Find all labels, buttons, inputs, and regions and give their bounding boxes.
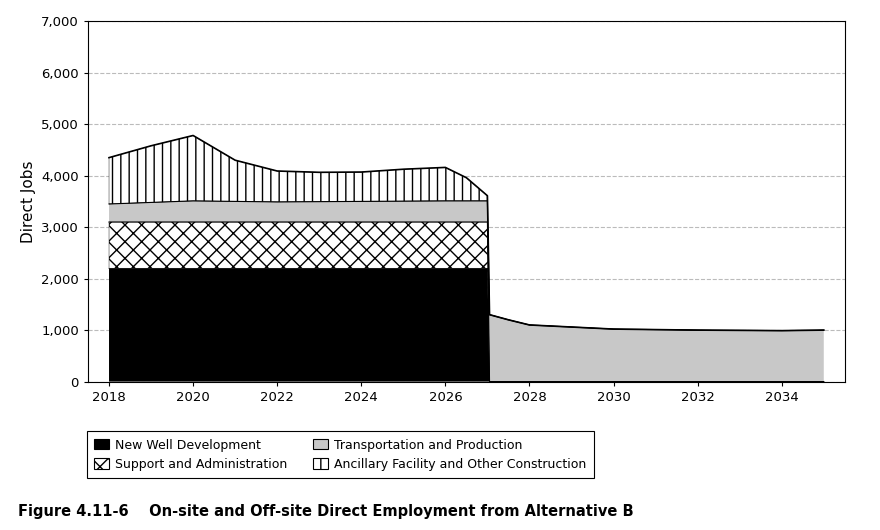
Text: Figure 4.11-6    On-site and Off-site Direct Employment from Alternative B: Figure 4.11-6 On-site and Off-site Direc…: [18, 505, 634, 519]
Y-axis label: Direct Jobs: Direct Jobs: [20, 160, 36, 243]
Legend: New Well Development, Support and Administration, Transportation and Production,: New Well Development, Support and Admini…: [87, 431, 594, 479]
